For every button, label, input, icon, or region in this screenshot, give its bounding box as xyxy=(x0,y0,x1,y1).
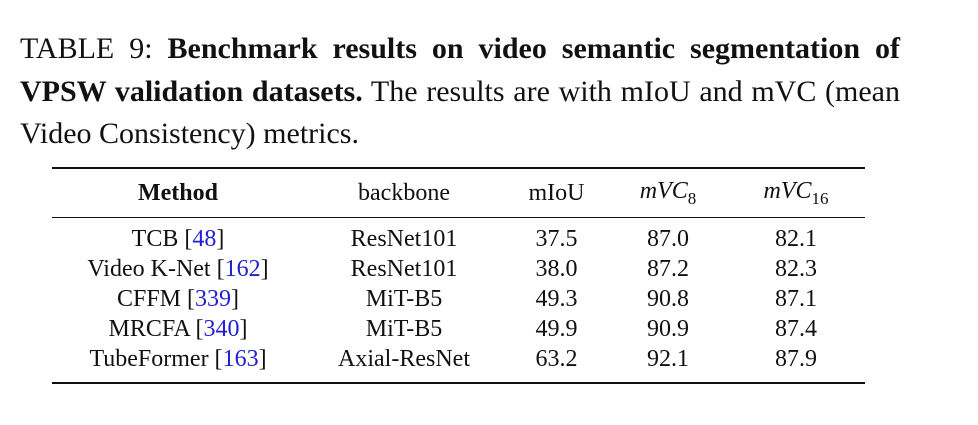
header-text: mVC16 xyxy=(763,177,829,208)
table-cell: 63.2 xyxy=(535,345,578,372)
header-text: mIoU xyxy=(528,179,585,206)
table-row: Video K-Net [162] ResNet101 38.0 87.2 82.3 xyxy=(52,254,865,284)
table-cell: 82.3 xyxy=(775,255,817,282)
table-cell: ResNet101 xyxy=(350,225,458,252)
table-cell: 49.3 xyxy=(535,285,578,312)
table-cell: TCB [48] xyxy=(52,218,304,255)
table-cell: 90.8 xyxy=(647,285,689,312)
table-cell: 87.4 xyxy=(775,315,817,342)
table-cell: 87.0 xyxy=(647,225,689,252)
table-cell: 92.1 xyxy=(647,345,689,372)
method-name: ] xyxy=(231,285,240,312)
table-cell: MRCFA [340] xyxy=(52,314,304,344)
table-cell: ResNet101 xyxy=(350,255,458,282)
header-subscript: 8 xyxy=(687,188,697,208)
header-row: Method backbone mIoU mVC8 mVC16 xyxy=(52,168,865,218)
caption: TABLE 9: Benchmark results on video sema… xyxy=(20,28,900,156)
results-table: Method backbone mIoU mVC8 mVC16 TCB [48] ResN… xyxy=(52,167,865,384)
table-row: CFFM [339] MiT-B5 49.3 90.8 87.1 xyxy=(52,284,865,314)
method-name: TubeFormer [ xyxy=(89,345,223,372)
header-subscript: 16 xyxy=(811,188,829,208)
table-cell: TubeFormer [163] xyxy=(52,344,304,383)
citation: 340 xyxy=(203,315,240,342)
table-cell: CFFM [339] xyxy=(52,284,304,314)
table-cell: 37.5 xyxy=(535,225,578,252)
table-header: Method backbone mIoU mVC8 mVC16 xyxy=(52,168,865,218)
header-cell: backbone xyxy=(304,168,504,218)
method-name: ] xyxy=(260,255,269,282)
table-cell: 87.9 xyxy=(775,345,817,372)
header-text: mVC8 xyxy=(639,177,697,208)
table-cell: Video K-Net [162] xyxy=(52,254,304,284)
method-name: Video K-Net [ xyxy=(87,255,225,282)
table-cell: Axial-ResNet xyxy=(338,345,470,372)
header-cell: Method xyxy=(52,168,304,218)
table-row: TCB [48] ResNet101 37.5 87.0 82.1 xyxy=(52,218,865,255)
table-cell: 82.1 xyxy=(775,225,817,252)
citation: 162 xyxy=(224,255,261,282)
table-row: MRCFA [340] MiT-B5 49.9 90.9 87.4 xyxy=(52,314,865,344)
table-body: TCB [48] ResNet101 37.5 87.0 82.1 Video K-Net… xyxy=(52,218,865,383)
table-cell: MiT-B5 xyxy=(365,315,443,342)
header-cell: mIoU xyxy=(504,168,609,218)
table-cell: 87.1 xyxy=(775,285,817,312)
method-name: MRCFA [ xyxy=(108,315,204,342)
caption-label: TABLE 9: xyxy=(20,32,168,65)
method-name: ] xyxy=(239,315,248,342)
table-cell: 49.9 xyxy=(535,315,578,342)
caption-text: The results are with mIoU and mVC (mean … xyxy=(20,74,900,151)
header-text: Method xyxy=(138,179,218,206)
caption-bold: Benchmark results on video semantic segm… xyxy=(20,32,900,108)
method-name: CFFM [ xyxy=(116,285,196,312)
table-cell: 38.0 xyxy=(535,255,578,282)
method-name: ] xyxy=(258,345,267,372)
citation: 48 xyxy=(192,225,217,252)
table-cell: 90.9 xyxy=(647,315,689,342)
citation: 163 xyxy=(222,345,259,372)
header-text: backbone xyxy=(358,179,450,206)
method-name: TCB [ xyxy=(131,225,193,252)
header-cell: mVC8 xyxy=(609,168,727,218)
table-row: TubeFormer [163] Axial-ResNet 63.2 92.1 87.9 xyxy=(52,344,865,383)
table-cell: MiT-B5 xyxy=(365,285,443,312)
citation: 339 xyxy=(195,285,232,312)
header-cell: mVC16 xyxy=(727,168,865,218)
table-cell: 87.2 xyxy=(647,255,689,282)
method-name: ] xyxy=(216,225,225,252)
